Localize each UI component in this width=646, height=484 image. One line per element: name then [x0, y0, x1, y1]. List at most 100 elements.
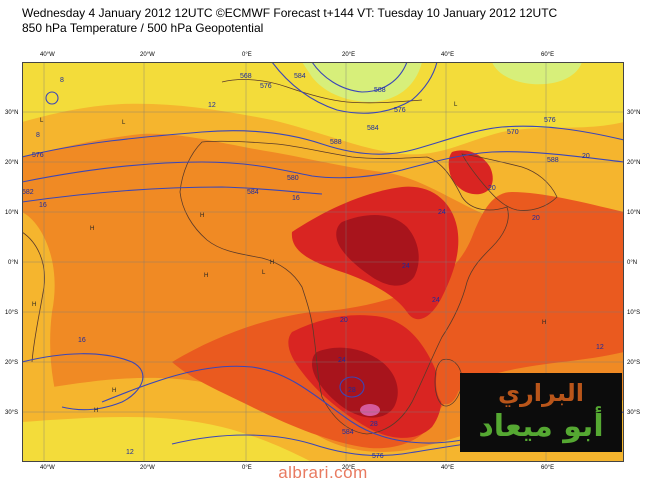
lat-tick-left: 30°S [5, 410, 19, 416]
lon-tick-top: 20°E [342, 52, 356, 58]
contour-label: 584 [294, 73, 306, 80]
temp-region-yellow-south [22, 417, 312, 462]
contour-label: 576 [260, 83, 272, 90]
temp-region-darkred-south [312, 347, 398, 418]
pressure-marker: H [204, 273, 208, 279]
isotherm-label: 16 [292, 195, 300, 202]
isotherm-label: 28 [370, 421, 378, 428]
lon-tick-top: 20°W [140, 52, 155, 58]
contour-label: 588 [547, 157, 559, 164]
contour-label: 588 [374, 87, 386, 94]
contour-label: 584 [247, 189, 259, 196]
contour-label: 584 [342, 429, 354, 436]
contour-line [311, 62, 408, 93]
isotherm-label: 8 [36, 132, 40, 139]
pressure-marker: H [270, 260, 274, 266]
lon-tick-top: 40°E [441, 52, 455, 58]
contour-line [22, 353, 144, 411]
contour-line [22, 186, 323, 203]
lat-tick-left: 0°N [8, 260, 19, 266]
temp-region-red-madagascar [436, 360, 461, 405]
lat-tick-right: 20°S [627, 360, 641, 366]
lon-tick-bottom: 20°E [342, 465, 356, 471]
pressure-marker: L [262, 270, 266, 276]
logo-text-bottom: أبو ميعاد [478, 409, 604, 444]
isotherm-label: 12 [208, 102, 216, 109]
forecast-map: 576 584 588 576 584 588 580 584 570 582 … [22, 62, 624, 462]
isotherm-label: 24 [432, 297, 440, 304]
contour-label: 576 [32, 152, 44, 159]
contour-line [22, 151, 624, 183]
lon-tick-bottom: 20°W [140, 465, 155, 471]
isotherm-label: 12 [126, 449, 134, 456]
contour-label: 570 [507, 129, 519, 136]
pressure-marker: L [40, 118, 44, 124]
isotherm-label: 20 [340, 317, 348, 324]
lat-tick-right: 20°N [627, 160, 641, 166]
geopotential-labels: 576 584 588 576 584 588 580 584 570 582 … [22, 73, 559, 460]
coastline-europe [221, 79, 423, 104]
contour-label: 576 [372, 453, 384, 460]
forecast-title: Wednesday 4 January 2012 12UTC ©ECMWF Fo… [22, 6, 558, 20]
lat-tick-right: 30°S [627, 410, 641, 416]
isotherm-label: 28 [348, 387, 356, 394]
isotherm-label: 16 [78, 337, 86, 344]
temp-region-pink-core [360, 404, 380, 416]
lat-tick-left: 20°N [5, 160, 19, 166]
temp-region-green-north [302, 62, 422, 102]
lat-tick-right: 10°S [627, 310, 641, 316]
contour-label: 568 [240, 73, 252, 80]
lon-tick-top: 60°E [541, 52, 555, 58]
coastline-madagascar [434, 358, 463, 407]
lon-tick-top: 40°W [40, 52, 55, 58]
isotherm-label: 20 [582, 153, 590, 160]
contour-loop [45, 91, 59, 105]
isotherm-label: 24 [338, 357, 346, 364]
temp-region-darkred-central [336, 215, 419, 286]
lon-tick-bottom: 0°E [242, 465, 252, 471]
temp-region-red-east [448, 150, 493, 195]
lon-tick-top: 0°E [242, 52, 252, 58]
pressure-marker: H [94, 408, 98, 414]
temp-region-yellow-north [22, 62, 624, 155]
contour-line [22, 125, 624, 158]
isotherm-label: 12 [596, 344, 604, 351]
isotherm-label: 8 [60, 77, 64, 84]
coastline-arabia [461, 153, 558, 211]
pressure-markers: H H H H H H H L L L L H [32, 102, 546, 414]
site-watermark[interactable]: albrari.com [278, 463, 368, 482]
lat-tick-left: 10°S [5, 310, 19, 316]
lon-tick-bottom: 40°E [441, 465, 455, 471]
contour-low-center [339, 376, 365, 398]
contour-label: 584 [367, 125, 379, 132]
lat-tick-right: 0°N [627, 260, 638, 266]
lat-tick-right: 10°N [627, 210, 641, 216]
forecast-subtitle: 850 hPa Temperature / 500 hPa Geopotenti… [22, 21, 264, 35]
lat-tick-left: 20°S [5, 360, 19, 366]
pressure-marker: H [32, 302, 36, 308]
contour-label: 588 [330, 139, 342, 146]
isotherm-label: 24 [402, 263, 410, 270]
logo-text-top: البراري [497, 379, 584, 407]
pressure-marker: L [122, 120, 126, 126]
geopotential-contours [22, 62, 624, 457]
coastline-africa [179, 140, 509, 435]
lat-tick-right: 30°N [627, 110, 641, 116]
isotherm-label: 16 [39, 202, 47, 209]
isotherm-label: 20 [532, 215, 540, 222]
brand-logo: البراري أبو ميعاد [460, 373, 622, 452]
contour-label: 576 [394, 107, 406, 114]
lon-tick-bottom: 40°W [40, 465, 55, 471]
isotherm-label: 24 [438, 209, 446, 216]
graticule [22, 62, 624, 462]
contour-label: 580 [287, 175, 299, 182]
pressure-marker: H [90, 226, 94, 232]
map-frame [22, 62, 624, 462]
contour-line [271, 62, 438, 114]
lon-tick-bottom: 60°E [541, 465, 555, 471]
contour-label: 576 [544, 117, 556, 124]
pressure-marker: L [454, 102, 458, 108]
pressure-marker: H [542, 320, 546, 326]
temp-region-red-orange-central [172, 192, 624, 449]
pressure-marker: H [200, 213, 204, 219]
